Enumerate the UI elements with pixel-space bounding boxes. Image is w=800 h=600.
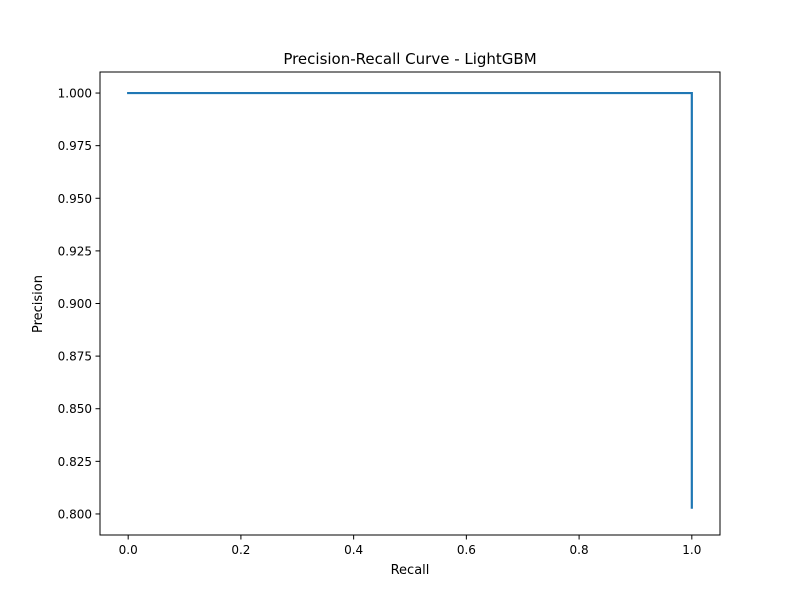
y-tick-label: 0.825: [58, 455, 92, 469]
y-tick-label: 0.800: [58, 507, 92, 521]
y-tick-label: 1.000: [58, 87, 92, 101]
y-tick-label: 0.875: [58, 350, 92, 364]
y-tick-label: 0.975: [58, 139, 92, 153]
x-axis-label: Recall: [391, 563, 430, 578]
y-tick-label: 0.850: [58, 402, 92, 416]
x-tick-label: 0.4: [344, 543, 363, 557]
series-line-0: [127, 91, 693, 509]
x-tick-label: 0.8: [570, 543, 589, 557]
x-tick-label: 0.2: [231, 543, 250, 557]
chart-title: Precision-Recall Curve - LightGBM: [283, 50, 536, 68]
plot-area: 0.0 0.2 0.4 0.6 0.8 1.0 0.800 0.825 0.850 0.875 0.…: [58, 71, 721, 557]
y-tick-label: 0.900: [58, 297, 92, 311]
y-tick-label: 0.950: [58, 192, 92, 206]
y-tick-label: 0.925: [58, 244, 92, 258]
y-axis-label: Precision: [31, 275, 46, 333]
x-tick-label: 0.6: [457, 543, 476, 557]
x-tick-label: 1.0: [682, 543, 701, 557]
x-tick-label: 0.0: [119, 543, 138, 557]
